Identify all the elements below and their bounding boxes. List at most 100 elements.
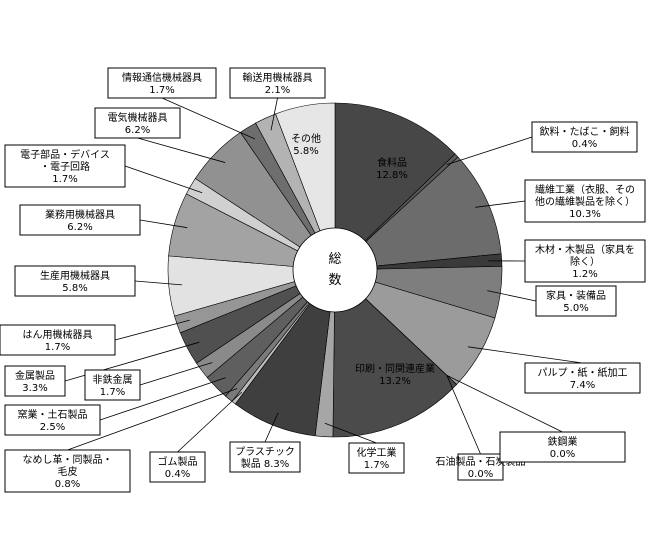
label-box bbox=[19, 204, 141, 236]
slice-value-label: 0.4% bbox=[572, 139, 597, 150]
pie-slice bbox=[332, 269, 457, 438]
label-box bbox=[524, 362, 641, 394]
slice-value-label: 1.7% bbox=[100, 387, 125, 398]
slice-value-label: 1.7% bbox=[52, 174, 77, 185]
slice-labels: 食料品12.8%飲料・たばこ・飼料0.4%繊維工業（衣服、その他の繊維製品を除く… bbox=[0, 67, 646, 493]
slice-value-label: 0.8% bbox=[55, 479, 80, 490]
label-box bbox=[84, 369, 141, 401]
slice-name-label: 生産用機械器具 bbox=[40, 269, 110, 282]
label-box bbox=[499, 431, 626, 463]
pie-slice bbox=[334, 156, 502, 271]
label-box bbox=[94, 107, 181, 139]
slice-name-label: 印刷・同関連産業 bbox=[355, 362, 435, 375]
slice-name-label: 情報通信機械器具 bbox=[122, 71, 202, 84]
slice-value-label: 6.2% bbox=[67, 222, 92, 233]
slice-name-label: 繊維工業（衣服、その bbox=[535, 183, 635, 196]
leader-line bbox=[446, 375, 481, 455]
slice-name-label: 電子部品・デバイス bbox=[20, 148, 110, 161]
slice-name-label: 輸送用機械器具 bbox=[243, 71, 313, 84]
slice-value-label: 製品 8.3% bbox=[241, 457, 290, 470]
slice-name-label: 除く） bbox=[570, 255, 600, 268]
leader-line bbox=[67, 388, 238, 451]
leader-line bbox=[161, 97, 256, 140]
label-box bbox=[149, 451, 206, 483]
slice-value-label: 13.2% bbox=[379, 376, 411, 387]
slice-name-label: ゴム製品 bbox=[158, 455, 198, 468]
slice-name-label: 金属製品 bbox=[15, 369, 55, 382]
slice-value-label: 1.7% bbox=[149, 85, 174, 96]
slice-value-label: 3.3% bbox=[22, 383, 47, 394]
slice-value-label: 5.8% bbox=[62, 283, 87, 294]
leader-line bbox=[139, 362, 213, 386]
label-box bbox=[524, 179, 646, 223]
slice-value-label: 1.2% bbox=[572, 269, 597, 280]
slice-name-label: ・電子回路 bbox=[40, 160, 90, 173]
slice-name-label: 食料品 bbox=[377, 156, 407, 169]
pie-slice bbox=[275, 102, 336, 271]
leader-line bbox=[270, 97, 278, 131]
pie-slice bbox=[334, 102, 456, 271]
slice-name-label: 家具・装備品 bbox=[546, 289, 606, 302]
slice-value-label: 2.1% bbox=[265, 85, 290, 96]
slice-value-label: 10.3% bbox=[569, 209, 601, 220]
leader-line bbox=[137, 137, 226, 163]
leader-line bbox=[446, 374, 563, 433]
leader-line bbox=[114, 319, 190, 341]
label-box bbox=[4, 144, 126, 188]
label-box bbox=[348, 442, 405, 474]
slice-value-label: 7.4% bbox=[570, 380, 595, 391]
leader-line bbox=[139, 219, 188, 229]
slice-value-label: 0.0% bbox=[468, 469, 493, 480]
slice-name-label: 毛皮 bbox=[58, 465, 78, 478]
slice-value-label: 12.8% bbox=[376, 170, 408, 181]
label-box bbox=[107, 67, 217, 99]
slice-name-label: はん用機械器具 bbox=[23, 328, 93, 341]
label-box bbox=[4, 365, 66, 397]
label-box bbox=[4, 404, 101, 436]
leader-line bbox=[134, 280, 183, 286]
leader-line bbox=[124, 165, 203, 194]
slice-name-label: 飲料・たばこ・飼料 bbox=[540, 125, 630, 138]
center-label-line-1: 総 bbox=[328, 252, 341, 267]
slice-value-label: 6.2% bbox=[125, 125, 150, 136]
label-box bbox=[229, 441, 301, 473]
label-box bbox=[457, 453, 504, 481]
leader-line bbox=[487, 290, 537, 302]
slice-name-label: 化学工業 bbox=[357, 446, 397, 459]
pie-slice bbox=[234, 268, 336, 437]
center-hole bbox=[292, 227, 378, 313]
leader-line bbox=[99, 377, 226, 421]
leader-line bbox=[475, 200, 526, 208]
slice-name-label: なめし革・同製品・ bbox=[23, 453, 113, 466]
slice-name-label: 窯業・土石製品 bbox=[18, 408, 88, 421]
label-box bbox=[229, 67, 326, 99]
slice-name-label: その他 bbox=[291, 132, 321, 145]
label-box bbox=[524, 239, 646, 283]
slice-value-label: 1.7% bbox=[45, 342, 70, 353]
leader-line bbox=[468, 346, 583, 364]
slice-name-label: 電気機械器具 bbox=[108, 111, 168, 124]
label-box bbox=[0, 324, 116, 356]
slice-value-label: 5.8% bbox=[293, 146, 318, 157]
slice-value-label: 0.0% bbox=[550, 449, 575, 460]
slice-name-label: 業務用機械器具 bbox=[45, 208, 115, 221]
leader-line bbox=[177, 391, 243, 453]
leader-lines bbox=[64, 97, 583, 455]
label-box bbox=[535, 285, 617, 317]
slice-name-label: 鉄鋼業 bbox=[548, 435, 578, 448]
slice-value-label: 0.4% bbox=[165, 469, 190, 480]
center-label-line-2: 数 bbox=[328, 273, 341, 288]
slice-name-label: 他の繊維製品を除く） bbox=[535, 195, 635, 208]
slice-value-label: 1.7% bbox=[364, 460, 389, 471]
leader-line bbox=[446, 136, 533, 166]
slice-value-label: 2.5% bbox=[40, 422, 65, 433]
leader-line bbox=[264, 412, 279, 443]
slice-name-label: プラスチック bbox=[235, 446, 295, 458]
slice-name-label: 木材・木製品（家具を bbox=[535, 243, 635, 256]
slice-name-label: パルプ・紙・紙加工 bbox=[538, 366, 628, 379]
label-box bbox=[531, 121, 638, 153]
leader-line bbox=[324, 422, 377, 444]
slice-value-label: 5.0% bbox=[563, 303, 588, 314]
slice-name-label: 非鉄金属 bbox=[93, 373, 133, 386]
